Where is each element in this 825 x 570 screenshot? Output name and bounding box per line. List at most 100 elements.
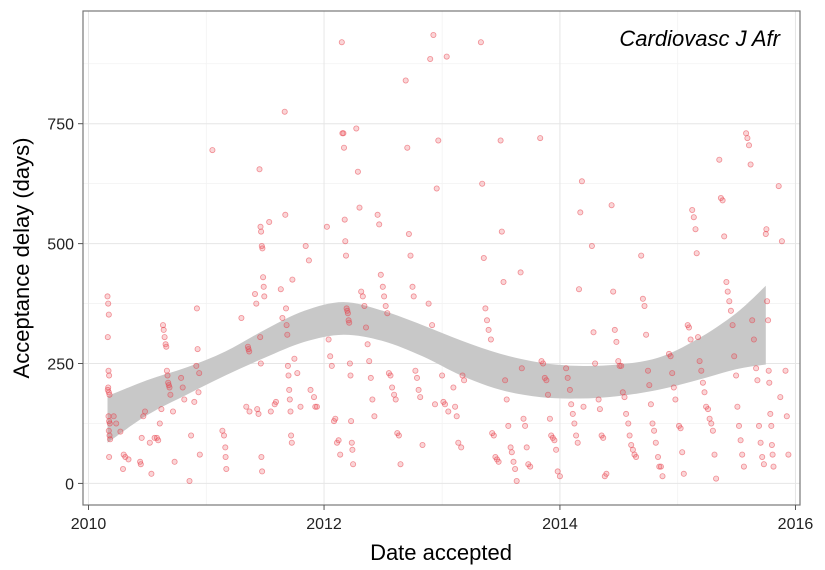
data-point [105,367,112,374]
data-point [253,300,260,307]
data-point [412,367,419,374]
data-point [350,461,357,468]
data-point [739,451,746,458]
y-tick-label: 0 [65,476,74,493]
data-point [381,293,388,300]
data-point [651,427,658,434]
data-point [158,406,165,413]
panel-border [82,10,801,506]
data-point [413,374,420,381]
data-point [553,446,560,453]
data-point [736,422,743,429]
data-point [261,293,268,300]
data-point [312,403,319,410]
data-point [551,437,558,444]
data-point [639,295,646,302]
data-point [733,372,740,379]
data-point [588,242,595,249]
data-point [686,324,693,331]
data-point [699,379,706,386]
data-point [353,125,360,132]
data-point [563,365,570,372]
data-point [709,427,716,434]
data-point [348,418,355,425]
data-point [259,245,266,252]
data-point [371,413,378,420]
data-point [503,396,510,403]
data-point [196,370,203,377]
data-point [305,257,312,264]
data-point [195,389,202,396]
data-point [590,329,597,336]
data-point [163,367,170,374]
data-point [427,56,434,63]
points [104,32,792,484]
data-point [297,403,304,410]
data-point [485,326,492,333]
data-point [106,453,113,460]
data-point [443,53,450,60]
data-point [146,439,153,446]
data-point [354,168,361,175]
data-point [325,336,332,343]
data-point [695,334,702,341]
data-point [289,276,296,283]
data-point [645,367,652,374]
data-point [775,183,782,190]
data-point [670,384,677,391]
x-tick-label: 2014 [542,516,578,533]
data-point [690,214,697,221]
data-point [482,305,489,312]
data-point [148,470,155,477]
data-point [191,398,198,405]
data-point [267,408,274,415]
data-point [643,331,650,338]
data-point [778,238,785,245]
y-axis-title: Acceptance delay (days) [9,138,34,379]
data-point [223,465,230,472]
data-point [518,365,525,372]
data-point [520,415,527,422]
data-point [286,396,293,403]
data-point [656,463,663,470]
data-point [759,453,766,460]
data-point [405,230,412,237]
data-point [649,420,656,427]
data-point [713,475,720,482]
data-point [731,353,738,360]
data-point [641,302,648,309]
data-point [461,377,468,384]
data-point [246,348,253,355]
data-point [392,396,399,403]
data-point [500,278,507,285]
data-point [138,434,145,441]
data-point [364,341,371,348]
data-point [608,202,615,209]
data-point [342,252,349,259]
data-point [638,252,645,259]
data-point [768,441,775,448]
data-point [346,319,353,326]
data-point [288,439,295,446]
data-point [578,178,585,185]
data-point [377,271,384,278]
data-point [257,223,264,230]
data-point [445,408,452,415]
data-point [257,360,264,367]
data-point [258,228,265,235]
data-point [672,396,679,403]
data-point [395,432,402,439]
data-point [540,360,547,367]
data-point [701,389,708,396]
data-point [569,410,576,417]
data-point [517,269,524,276]
data-point [782,367,789,374]
data-point [294,370,301,377]
data-point [439,372,446,379]
data-point [679,449,686,456]
y-axis: 0 250 500 750 [47,117,83,493]
data-point [194,346,201,353]
data-point [349,446,356,453]
x-tick-label: 2010 [71,516,107,533]
